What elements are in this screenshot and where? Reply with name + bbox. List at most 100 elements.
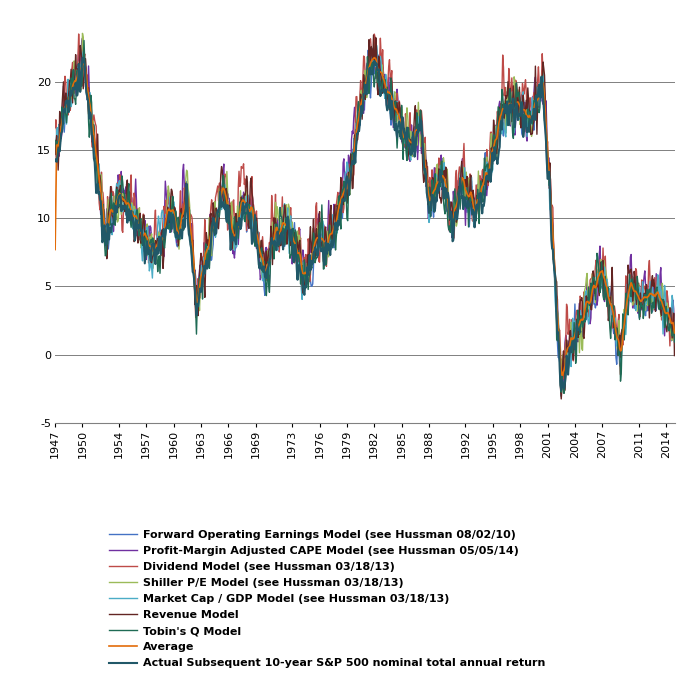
Shiller P/E Model (see Hussman 03/18/13) <box>557 372 566 380</box>
Dividend Model (see Hussman 03/18/13) <box>373 72 381 80</box>
Shiller P/E Model (see Hussman 03/18/13) <box>425 201 433 209</box>
Market Cap / GDP Model (see Hussman 03/18/13) <box>525 112 533 120</box>
Shiller P/E Model (see Hussman 03/18/13) <box>177 222 185 231</box>
Dividend Model (see Hussman 03/18/13) <box>525 106 533 114</box>
Average <box>559 371 567 379</box>
Tobin's Q Model <box>80 36 88 44</box>
Line: Tobin's Q Model: Tobin's Q Model <box>55 40 675 394</box>
Profit-Margin Adjusted CAPE Model (see Hussman 05/05/14) <box>558 383 566 391</box>
Average <box>51 246 59 254</box>
Profit-Margin Adjusted CAPE Model (see Hussman 05/05/14) <box>135 229 143 237</box>
Market Cap / GDP Model (see Hussman 03/18/13) <box>134 218 143 226</box>
Tobin's Q Model <box>123 210 131 218</box>
Forward Operating Earnings Model (see Hussman 08/02/10) <box>557 387 566 395</box>
Average <box>525 111 533 119</box>
Line: Revenue Model: Revenue Model <box>55 35 675 399</box>
Market Cap / GDP Model (see Hussman 03/18/13) <box>122 207 130 215</box>
Market Cap / GDP Model (see Hussman 03/18/13) <box>51 147 59 155</box>
Market Cap / GDP Model (see Hussman 03/18/13) <box>670 332 679 340</box>
Line: Actual Subsequent 10-year S&P 500 nominal total annual return: Actual Subsequent 10-year S&P 500 nomina… <box>55 58 580 390</box>
Revenue Model <box>557 395 566 403</box>
Profit-Margin Adjusted CAPE Model (see Hussman 05/05/14) <box>123 201 131 209</box>
Tobin's Q Model <box>670 338 679 346</box>
Actual Subsequent 10-year S&P 500 nominal total annual return <box>407 147 415 155</box>
Dividend Model (see Hussman 03/18/13) <box>670 333 679 341</box>
Line: Profit-Margin Adjusted CAPE Model (see Hussman 05/05/14): Profit-Margin Adjusted CAPE Model (see H… <box>55 38 675 387</box>
Average <box>425 193 433 201</box>
Profit-Margin Adjusted CAPE Model (see Hussman 05/05/14) <box>525 106 533 114</box>
Shiller P/E Model (see Hussman 03/18/13) <box>51 148 59 156</box>
Actual Subsequent 10-year S&P 500 nominal total annual return <box>576 327 584 336</box>
Profit-Margin Adjusted CAPE Model (see Hussman 05/05/14) <box>79 34 87 42</box>
Average <box>122 199 130 207</box>
Line: Market Cap / GDP Model (see Hussman 03/18/13): Market Cap / GDP Model (see Hussman 03/1… <box>55 45 675 396</box>
Tobin's Q Model <box>135 226 143 235</box>
Line: Average: Average <box>55 58 675 375</box>
Market Cap / GDP Model (see Hussman 03/18/13) <box>557 392 566 400</box>
Forward Operating Earnings Model (see Hussman 08/02/10) <box>51 142 59 150</box>
Average <box>134 222 143 231</box>
Profit-Margin Adjusted CAPE Model (see Hussman 05/05/14) <box>177 205 185 213</box>
Line: Shiller P/E Model (see Hussman 03/18/13): Shiller P/E Model (see Hussman 03/18/13) <box>55 33 675 376</box>
Revenue Model <box>134 236 143 244</box>
Market Cap / GDP Model (see Hussman 03/18/13) <box>371 63 380 71</box>
Shiller P/E Model (see Hussman 03/18/13) <box>135 204 143 212</box>
Actual Subsequent 10-year S&P 500 nominal total annual return <box>79 54 87 62</box>
Actual Subsequent 10-year S&P 500 nominal total annual return <box>555 342 563 350</box>
Profit-Margin Adjusted CAPE Model (see Hussman 05/05/14) <box>670 328 679 336</box>
Revenue Model <box>369 31 378 39</box>
Revenue Model <box>373 46 381 55</box>
Shiller P/E Model (see Hussman 03/18/13) <box>525 119 533 128</box>
Forward Operating Earnings Model (see Hussman 08/02/10) <box>670 316 679 325</box>
Revenue Model <box>670 351 679 359</box>
Dividend Model (see Hussman 03/18/13) <box>123 196 131 205</box>
Revenue Model <box>51 150 59 158</box>
Revenue Model <box>425 190 433 198</box>
Market Cap / GDP Model (see Hussman 03/18/13) <box>176 223 185 231</box>
Forward Operating Earnings Model (see Hussman 08/02/10) <box>525 117 533 125</box>
Forward Operating Earnings Model (see Hussman 08/02/10) <box>373 68 381 76</box>
Shiller P/E Model (see Hussman 03/18/13) <box>123 196 131 205</box>
Market Cap / GDP Model (see Hussman 03/18/13) <box>425 218 433 226</box>
Tobin's Q Model <box>560 389 568 398</box>
Forward Operating Earnings Model (see Hussman 08/02/10) <box>364 46 372 55</box>
Forward Operating Earnings Model (see Hussman 08/02/10) <box>134 235 143 243</box>
Revenue Model <box>122 202 130 210</box>
Dividend Model (see Hussman 03/18/13) <box>51 123 59 132</box>
Tobin's Q Model <box>425 183 433 192</box>
Forward Operating Earnings Model (see Hussman 08/02/10) <box>425 199 433 207</box>
Profit-Margin Adjusted CAPE Model (see Hussman 05/05/14) <box>373 70 381 78</box>
Profit-Margin Adjusted CAPE Model (see Hussman 05/05/14) <box>425 212 433 220</box>
Actual Subsequent 10-year S&P 500 nominal total annual return <box>70 85 79 93</box>
Actual Subsequent 10-year S&P 500 nominal total annual return <box>444 189 452 197</box>
Tobin's Q Model <box>51 136 59 145</box>
Dividend Model (see Hussman 03/18/13) <box>177 226 185 234</box>
Average <box>670 329 679 337</box>
Actual Subsequent 10-year S&P 500 nominal total annual return <box>51 157 59 165</box>
Forward Operating Earnings Model (see Hussman 08/02/10) <box>176 222 185 231</box>
Line: Forward Operating Earnings Model (see Hussman 08/02/10): Forward Operating Earnings Model (see Hu… <box>55 50 675 391</box>
Forward Operating Earnings Model (see Hussman 08/02/10) <box>122 211 130 219</box>
Line: Dividend Model (see Hussman 03/18/13): Dividend Model (see Hussman 03/18/13) <box>55 34 675 379</box>
Dividend Model (see Hussman 03/18/13) <box>74 30 83 38</box>
Revenue Model <box>525 107 533 115</box>
Dividend Model (see Hussman 03/18/13) <box>425 183 433 191</box>
Dividend Model (see Hussman 03/18/13) <box>559 374 568 383</box>
Legend: Forward Operating Earnings Model (see Hussman 08/02/10), Profit-Margin Adjusted : Forward Operating Earnings Model (see Hu… <box>105 525 549 673</box>
Average <box>176 222 185 230</box>
Revenue Model <box>176 211 185 220</box>
Shiller P/E Model (see Hussman 03/18/13) <box>670 334 679 342</box>
Market Cap / GDP Model (see Hussman 03/18/13) <box>373 41 381 49</box>
Shiller P/E Model (see Hussman 03/18/13) <box>373 59 381 68</box>
Actual Subsequent 10-year S&P 500 nominal total annual return <box>557 386 566 394</box>
Average <box>370 54 378 62</box>
Tobin's Q Model <box>373 63 381 72</box>
Tobin's Q Model <box>177 216 185 224</box>
Profit-Margin Adjusted CAPE Model (see Hussman 05/05/14) <box>51 149 59 158</box>
Shiller P/E Model (see Hussman 03/18/13) <box>79 29 87 38</box>
Tobin's Q Model <box>525 128 533 136</box>
Average <box>373 58 381 66</box>
Actual Subsequent 10-year S&P 500 nominal total annual return <box>154 250 162 258</box>
Actual Subsequent 10-year S&P 500 nominal total annual return <box>482 172 491 180</box>
Dividend Model (see Hussman 03/18/13) <box>135 224 143 233</box>
